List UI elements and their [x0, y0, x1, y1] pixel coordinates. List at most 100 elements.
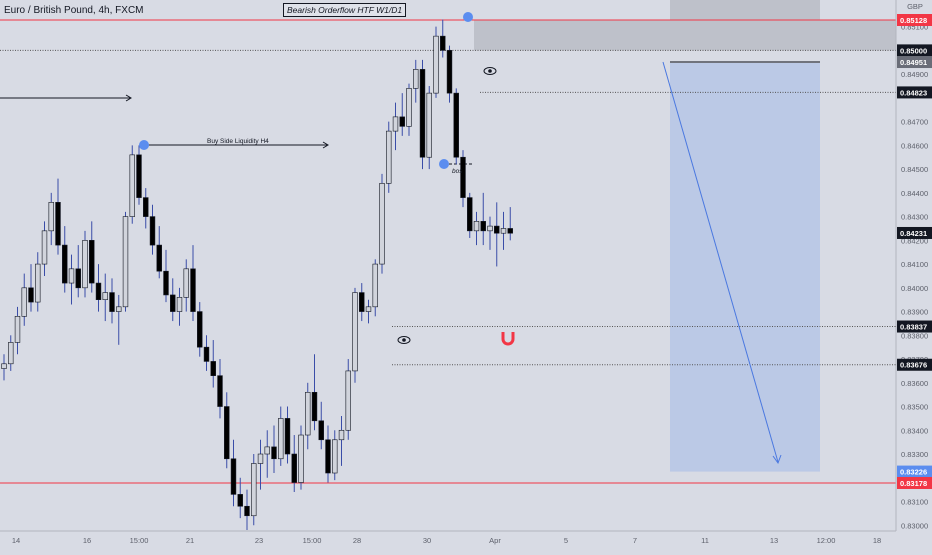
candle-body [14, 316, 21, 343]
target-zone [670, 62, 820, 472]
price-tag-label: 0.83178 [900, 479, 927, 488]
candle-body [75, 268, 81, 289]
price-tag [897, 476, 932, 489]
y-tick-label: 0.83800 [901, 331, 928, 340]
candle-body [143, 197, 149, 217]
x-tick-label: 11 [701, 536, 709, 545]
price-tag-label: 0.83837 [900, 323, 927, 332]
y-tick-label: 0.83000 [901, 521, 928, 530]
eye-icon-pupil [488, 69, 492, 73]
supply-zone [474, 20, 896, 51]
candle-body [48, 202, 54, 232]
candle-body [467, 197, 473, 232]
candle-body [237, 494, 243, 507]
x-tick-label: 14 [12, 536, 20, 545]
candle-body [224, 406, 230, 460]
candle-body [399, 116, 405, 127]
candle-body [460, 156, 466, 198]
price-tag-label: 0.83676 [900, 361, 927, 370]
candle-body [230, 458, 237, 495]
candle-body [480, 221, 486, 232]
price-tag-label: 0.84951 [900, 58, 927, 67]
candle-body [41, 230, 48, 265]
candle-body [176, 297, 183, 312]
candle-body [1, 363, 7, 369]
x-tick-label: 15:00 [130, 536, 149, 545]
candle-body [95, 282, 102, 300]
candle-body [122, 216, 129, 308]
candle-body [406, 88, 412, 127]
y-tick-label: 0.83300 [901, 450, 928, 459]
candle-body [68, 268, 75, 284]
candle-body [392, 116, 399, 132]
x-tick-label: Apr [489, 536, 501, 545]
candle-body [318, 420, 324, 441]
candle-body [8, 342, 14, 365]
candle-body [89, 240, 95, 284]
candle-body [426, 92, 432, 158]
candle-body [305, 391, 311, 436]
buy-side-liquidity-arrowhead [322, 141, 329, 149]
y-tick-label: 0.84600 [901, 141, 928, 150]
x-tick-label: 16 [83, 536, 91, 545]
price-tag [897, 14, 932, 26]
projection-arrowhead [772, 454, 782, 465]
zones-layer [474, 0, 896, 472]
candle-body [116, 306, 122, 312]
candle-body [446, 50, 453, 94]
candle-body [345, 370, 351, 431]
candle-body [251, 463, 257, 517]
candle-body [352, 292, 358, 372]
candle-body [190, 268, 196, 312]
price-tag [897, 226, 932, 239]
x-tick-label: 23 [255, 536, 263, 545]
candle-body [311, 391, 318, 422]
candle-body [284, 418, 291, 455]
y-tick-label: 0.84100 [901, 260, 928, 269]
candle-body [102, 292, 108, 300]
liquidity-arrowhead [125, 94, 132, 102]
candle-body [82, 240, 88, 289]
x-tick-label: 12:00 [817, 536, 836, 545]
time-axis: 14 16 15:00 21 23 15:00 28 30 Apr 5 7 11 13 12:00 18 [0, 530, 896, 545]
x-tick-label: 5 [564, 536, 568, 545]
candle-body [440, 35, 446, 51]
candle-body [271, 446, 277, 460]
y-tick-label: 0.84700 [901, 118, 928, 127]
candle-body [156, 244, 162, 272]
candle-body [372, 263, 378, 308]
candle-body [325, 439, 331, 474]
price-tag [897, 44, 932, 57]
candle-body [109, 292, 115, 312]
price-tag-label: 0.84823 [900, 88, 927, 97]
supply-zone-top [670, 0, 820, 20]
candle-body [170, 294, 176, 312]
price-tag-label: 0.85128 [900, 16, 927, 25]
candle-body [21, 287, 27, 317]
y-tick-label: 0.84200 [901, 236, 928, 245]
price-tag-label: 0.84231 [900, 229, 927, 238]
projection-arrow-line [662, 61, 779, 463]
candle-body [298, 434, 304, 483]
candle-body [203, 346, 210, 362]
y-tick-label: 0.83600 [901, 379, 928, 388]
candles-layer [1, 19, 513, 530]
magnet-icon [501, 332, 515, 346]
candle-body [386, 130, 392, 184]
candle-body [183, 268, 189, 298]
candle-body [494, 225, 500, 234]
y-tick-label: 0.84500 [901, 165, 928, 174]
candle-body [338, 429, 345, 441]
price-axis: 0.85100 0.84900 0.84700 0.84600 0.84500 0.844… [895, 0, 932, 531]
high-marker [463, 12, 473, 22]
study-label[interactable]: Bearish Orderflow HTF W1/D1 [283, 3, 407, 17]
candle-body [453, 92, 459, 158]
x-tick-label: 21 [186, 536, 194, 545]
candle-body [129, 154, 135, 217]
candle-body [379, 183, 385, 265]
candle-body [433, 35, 439, 94]
x-tick-label: 15:00 [303, 536, 322, 545]
candle-body [62, 244, 68, 284]
